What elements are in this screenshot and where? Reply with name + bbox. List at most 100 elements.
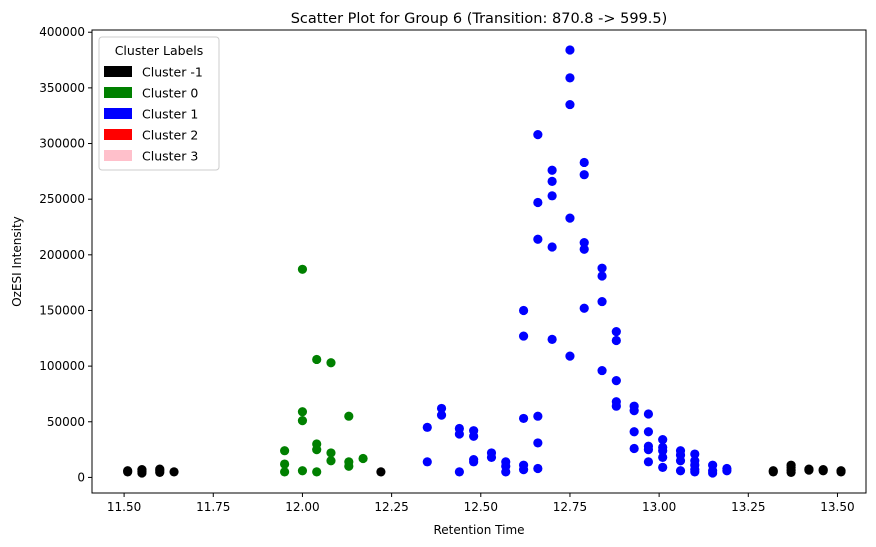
cluster-1-point	[565, 99, 575, 110]
cluster-0-point	[326, 456, 336, 466]
cluster-1-point	[658, 434, 668, 445]
cluster-1-point	[597, 365, 607, 376]
cluster-0-point	[344, 461, 354, 471]
legend-swatch	[104, 66, 132, 77]
cluster-1-point	[454, 467, 464, 477]
cluster-1-point	[643, 444, 654, 455]
cluster-1-point	[486, 452, 497, 462]
x-axis: 11.50 11.75 12.00 12.25 12.50 12.75 13.00 13.25…	[107, 493, 855, 514]
cluster-1-point	[469, 431, 479, 441]
legend-swatch	[104, 150, 132, 161]
cluster-0-point	[297, 466, 308, 476]
legend-label: Cluster 3	[142, 149, 198, 164]
x-tick-label: 12.50	[464, 500, 498, 514]
cluster-1-point	[675, 456, 686, 466]
cluster-1-point	[597, 296, 607, 307]
y-tick-label: 0	[77, 470, 85, 484]
cluster-0-point	[297, 264, 308, 274]
cluster-0-point	[280, 446, 290, 456]
cluster-1-point	[786, 460, 796, 470]
cluster-0-point	[358, 453, 368, 464]
cluster-0-point	[326, 358, 336, 368]
legend-swatch	[104, 129, 132, 140]
cluster-0-point	[312, 467, 322, 477]
cluster-1-point	[597, 263, 607, 273]
cluster-1-point	[611, 335, 621, 346]
cluster-1-point	[611, 327, 621, 337]
cluster-1-point	[547, 176, 557, 186]
legend-label: Cluster -1	[142, 65, 203, 80]
y-tick-label: 100000	[39, 359, 85, 373]
cluster-1-point	[533, 411, 543, 421]
cluster-0-point	[344, 411, 354, 421]
legend-label: Cluster 1	[142, 107, 198, 122]
cluster-1-point	[518, 465, 529, 475]
y-axis: 0 50000 100000 150000 200000 250000 300000 3500…	[39, 25, 92, 484]
cluster-1-point	[629, 406, 639, 416]
cluster-1-point	[658, 446, 668, 456]
cluster-1-point	[804, 464, 814, 474]
cluster-1-point	[547, 242, 557, 252]
legend-label: Cluster 2	[142, 128, 198, 143]
y-tick-label: 150000	[39, 303, 85, 317]
cluster-0-point	[297, 407, 308, 417]
data-points	[123, 45, 846, 478]
x-tick-label: 12.00	[285, 500, 319, 514]
cluster-1-point	[533, 438, 543, 448]
cluster-0-point	[297, 416, 308, 426]
cluster-1-point	[818, 465, 828, 475]
x-tick-label: 11.75	[196, 500, 230, 514]
cluster-1-point	[565, 73, 575, 83]
cluster-1-point	[629, 427, 639, 437]
cluster-1-point	[611, 401, 621, 411]
y-tick-label: 400000	[39, 25, 85, 39]
cluster-1-point	[518, 413, 529, 424]
y-tick-label: 350000	[39, 81, 85, 95]
cluster-1-point	[469, 457, 479, 467]
cluster-1-point	[565, 45, 575, 55]
legend: Cluster Labels Cluster -1 Cluster 0 Cluste…	[98, 36, 220, 171]
cluster-1-point	[169, 467, 179, 477]
cluster-1-point	[123, 466, 133, 476]
cluster-1-point	[675, 466, 686, 476]
cluster-1-point	[547, 165, 557, 175]
cluster-1-point	[690, 467, 700, 477]
cluster-0-point	[280, 467, 290, 477]
y-tick-label: 250000	[39, 192, 85, 206]
cluster-1-point	[658, 452, 668, 462]
x-tick-label: 12.75	[553, 500, 587, 514]
cluster-1-point	[547, 191, 557, 201]
x-tick-label: 13.00	[642, 500, 676, 514]
cluster-1-point	[579, 237, 589, 248]
cluster-1-point	[155, 464, 165, 474]
legend-swatch	[104, 108, 132, 119]
cluster-1-point	[611, 375, 621, 386]
cluster-1-point	[579, 303, 589, 313]
cluster-1-point	[436, 410, 447, 420]
chart-title: Scatter Plot for Group 6 (Transition: 87…	[291, 11, 668, 27]
cluster-1-point	[708, 468, 718, 478]
cluster-1-point	[533, 197, 543, 208]
cluster-1-point	[422, 422, 432, 432]
cluster-1-point	[643, 457, 654, 467]
cluster-1-point	[518, 331, 529, 341]
cluster-1-point	[579, 170, 589, 180]
cluster-1-point	[533, 130, 543, 140]
x-axis-label: Retention Time	[433, 523, 524, 537]
legend-swatch	[104, 87, 132, 98]
cluster-1-point	[597, 271, 607, 281]
legend-label: Cluster 0	[142, 86, 198, 101]
cluster-0-point	[280, 459, 290, 469]
cluster-1-point	[565, 351, 575, 361]
cluster-1-point	[722, 466, 732, 476]
cluster-1-point	[422, 457, 432, 467]
cluster-1-point	[643, 409, 654, 419]
cluster-1-point	[768, 466, 778, 476]
cluster-1-point	[629, 443, 639, 454]
cluster-0-point	[326, 448, 336, 458]
cluster-0-point	[312, 444, 322, 455]
cluster-1-point	[137, 465, 147, 475]
cluster-1-point	[518, 305, 529, 316]
cluster-1-point	[643, 427, 654, 437]
